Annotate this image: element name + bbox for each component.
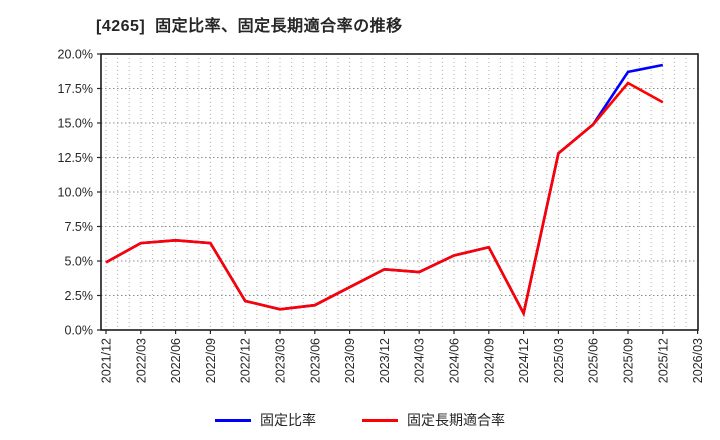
y-tick-label: 12.5%: [58, 151, 93, 165]
x-tick-label: 2025/06: [587, 338, 601, 383]
y-tick-label: 7.5%: [65, 220, 94, 234]
y-tick-label: 17.5%: [58, 82, 93, 96]
x-tick-label: 2022/06: [169, 338, 183, 383]
x-tick-label: 2023/12: [378, 338, 392, 383]
x-tick-label: 2024/12: [517, 338, 531, 383]
legend-line-swatch: [362, 418, 398, 422]
series-line-1: [105, 81, 664, 318]
y-tick-label: 0.0%: [65, 324, 94, 338]
legend-label: 固定比率: [260, 412, 316, 428]
x-tick-label: 2023/09: [343, 338, 357, 383]
chart-title: [4265] 固定比率、固定長期適合率の推移: [96, 18, 403, 35]
x-tick-label: 2025/12: [656, 338, 670, 383]
x-tick-label: 2022/03: [134, 338, 148, 383]
x-tick-label: 2024/06: [448, 338, 462, 383]
legend-label: 固定長期適合率: [407, 412, 505, 428]
y-tick-label: 5.0%: [65, 255, 94, 269]
plot-border: [100, 53, 699, 331]
x-tick-label: 2022/12: [239, 338, 253, 383]
legend-item-1: 固定長期適合率: [362, 410, 505, 430]
x-tick-label: 2023/06: [308, 338, 322, 383]
y-tick-label: 10.0%: [58, 186, 93, 200]
legend-item-0: 固定比率: [215, 410, 316, 430]
chart-legend: 固定比率 固定長期適合率: [0, 410, 720, 430]
x-tick-label: 2021/12: [100, 338, 114, 383]
y-tick-label: 2.5%: [65, 289, 94, 303]
x-tick-label: 2026/03: [691, 338, 705, 383]
x-tick-label: 2024/03: [413, 338, 427, 383]
x-tick-label: 2025/03: [552, 338, 566, 383]
legend-line-swatch: [215, 418, 251, 422]
x-tick-label: 2024/09: [482, 338, 496, 383]
y-tick-label: 15.0%: [58, 117, 93, 131]
y-tick-label: 20.0%: [58, 48, 93, 62]
x-tick-label: 2023/03: [274, 338, 288, 383]
x-tick-label: 2025/09: [622, 338, 636, 383]
x-tick-label: 2022/09: [204, 338, 218, 383]
